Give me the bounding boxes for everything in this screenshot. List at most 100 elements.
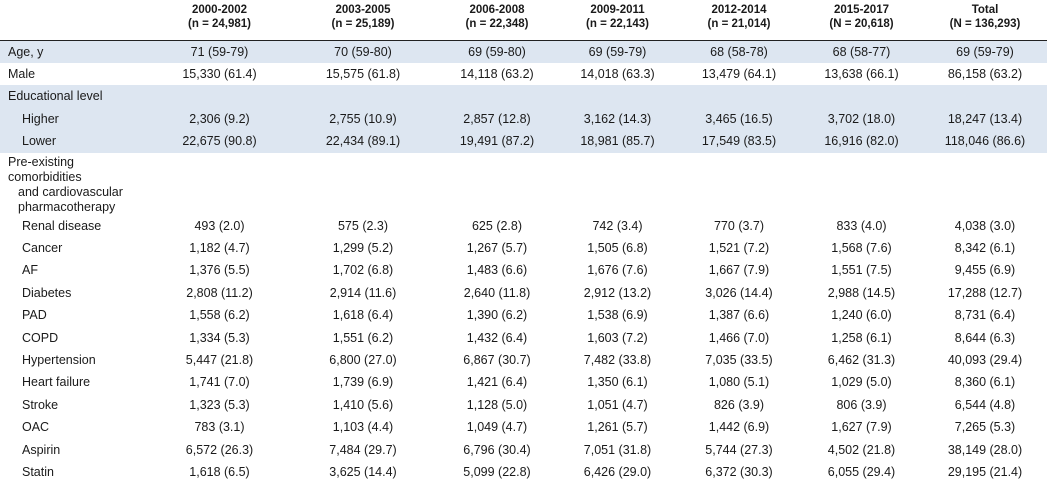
header-cell-empty	[0, 0, 150, 40]
section-row: Educational level	[0, 85, 1047, 108]
row-label: PAD	[22, 308, 47, 323]
cell: 8,731 (6.4)	[954, 308, 1016, 323]
cell: 40,093 (29.4)	[947, 352, 1023, 367]
row-label: AF	[22, 263, 38, 278]
row-label: Stroke	[22, 397, 59, 412]
cell	[923, 153, 1047, 215]
cell: 3,162 (14.3)	[557, 107, 678, 131]
cell: 6,572 (26.3)	[185, 442, 254, 457]
cell: 7,484 (29.7)	[329, 442, 397, 457]
cell: 6,372 (30.3)	[705, 465, 773, 479]
cell	[437, 153, 557, 215]
cell: 1,267 (5.7)	[466, 240, 528, 255]
cell: 13,479 (64.1)	[701, 66, 777, 81]
table-row: Renal disease 493 (2.0) 575 (2.3) 625 (2…	[0, 215, 1047, 237]
cell: 1,128 (5.0)	[466, 397, 528, 412]
cell	[678, 153, 800, 215]
cell: 6,544 (4.8)	[954, 397, 1016, 412]
cell: 15,575 (61.8)	[325, 66, 401, 81]
cell: 13,638 (66.1)	[824, 66, 899, 81]
row-label: Hypertension	[22, 352, 96, 367]
table-row: AF 1,376 (5.5) 1,702 (6.8) 1,483 (6.6) 1…	[0, 259, 1047, 281]
row-label: Cancer	[22, 240, 63, 255]
cell: 783 (3.1)	[194, 420, 245, 435]
row-label: Statin	[22, 465, 54, 479]
cell	[289, 85, 437, 108]
cell	[150, 153, 289, 215]
cell: 8,360 (6.1)	[954, 375, 1016, 390]
cell: 1,049 (4.7)	[466, 420, 528, 435]
cell: 3,026 (14.4)	[705, 285, 773, 300]
cell: 1,667 (7.9)	[708, 263, 770, 278]
section-row: Pre-existing comorbidities and cardiovas…	[0, 153, 1047, 215]
cell: 493 (2.0)	[194, 218, 245, 233]
table-row: Aspirin 6,572 (26.3) 7,484 (29.7) 6,796 …	[0, 439, 1047, 461]
table-row: Diabetes 2,808 (11.2) 2,914 (11.6) 2,640…	[0, 282, 1047, 304]
cell: 1,568 (7.6)	[831, 240, 892, 255]
header-cell: 2015-2017 (N = 20,618)	[829, 4, 894, 30]
cell: 1,676 (7.6)	[587, 263, 648, 278]
row-label: Aspirin	[22, 442, 61, 457]
cell: 2,640 (11.8)	[463, 285, 531, 300]
cell: 1,702 (6.8)	[332, 263, 394, 278]
cell	[800, 153, 923, 215]
cell: 1,029 (5.0)	[831, 375, 892, 390]
table-row: Statin 1,618 (6.5) 3,625 (14.4) 5,099 (2…	[0, 461, 1047, 483]
cell: 4,502 (21.8)	[827, 442, 896, 457]
cell: 1,442 (6.9)	[708, 420, 770, 435]
cell: 3,702 (18.0)	[800, 107, 923, 131]
cell: 833 (4.0)	[836, 218, 887, 233]
cell: 1,505 (6.8)	[587, 240, 648, 255]
cell: 68 (58-77)	[800, 40, 923, 63]
cell: 1,739 (6.9)	[332, 375, 394, 390]
section-label: Pre-existing comorbidities and cardiovas…	[8, 154, 123, 214]
row-label: Male	[8, 66, 36, 81]
cell	[289, 153, 437, 215]
cell: 6,800 (27.0)	[329, 352, 397, 367]
cell: 1,466 (7.0)	[708, 330, 770, 345]
cell: 1,051 (4.7)	[587, 397, 648, 412]
cell: 2,857 (12.8)	[437, 107, 557, 131]
cell: 22,434 (89.1)	[289, 130, 437, 153]
cell: 8,644 (6.3)	[954, 330, 1016, 345]
cell: 1,551 (7.5)	[831, 263, 892, 278]
table-row: COPD 1,334 (5.3) 1,551 (6.2) 1,432 (6.4)…	[0, 327, 1047, 349]
table-row: Hypertension 5,447 (21.8) 6,800 (27.0) 6…	[0, 349, 1047, 371]
row-label: COPD	[22, 330, 59, 345]
table-row: PAD 1,558 (6.2) 1,618 (6.4) 1,390 (6.2) …	[0, 304, 1047, 326]
cell: 22,675 (90.8)	[150, 130, 289, 153]
cell: 2,988 (14.5)	[827, 285, 896, 300]
cell: 575 (2.3)	[337, 218, 389, 233]
cell: 15,330 (61.4)	[182, 66, 257, 81]
cell: 2,912 (13.2)	[583, 285, 652, 300]
cell: 7,051 (31.8)	[583, 442, 652, 457]
table-row: Lower 22,675 (90.8) 22,434 (89.1) 19,491…	[0, 130, 1047, 153]
cell: 1,410 (5.6)	[332, 397, 394, 412]
row-label: Higher	[0, 107, 150, 131]
cell: 4,038 (3.0)	[954, 218, 1016, 233]
cell: 118,046 (86.6)	[923, 130, 1047, 153]
cell: 16,916 (82.0)	[800, 130, 923, 153]
cell: 5,447 (21.8)	[185, 352, 254, 367]
table-row: Higher 2,306 (9.2) 2,755 (10.9) 2,857 (1…	[0, 107, 1047, 131]
cell: 70 (59-80)	[289, 40, 437, 63]
cell: 1,558 (6.2)	[189, 308, 250, 323]
cell: 1,618 (6.4)	[332, 308, 394, 323]
cell: 1,258 (6.1)	[831, 330, 892, 345]
section-label: Educational level	[0, 85, 150, 108]
cell: 1,376 (5.5)	[189, 263, 250, 278]
table-row: Age, y 71 (59-79) 70 (59-80) 69 (59-80) …	[0, 40, 1047, 63]
cell: 1,551 (6.2)	[332, 330, 394, 345]
cell: 71 (59-79)	[150, 40, 289, 63]
cell: 69 (59-79)	[923, 40, 1047, 63]
header-cell: 2012-2014 (n = 21,014)	[707, 4, 771, 30]
cell: 1,618 (6.5)	[189, 465, 250, 479]
cell: 1,080 (5.1)	[708, 375, 770, 390]
cell: 625 (2.8)	[471, 218, 523, 233]
cell: 86,158 (63.2)	[947, 66, 1023, 81]
cell: 14,018 (63.3)	[580, 66, 655, 81]
cell: 1,387 (6.6)	[708, 308, 770, 323]
cell: 7,035 (33.5)	[705, 352, 773, 367]
header-cell: 2009-2011 (n = 22,143)	[586, 4, 649, 30]
